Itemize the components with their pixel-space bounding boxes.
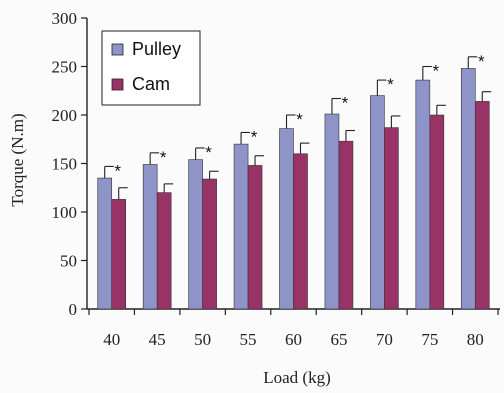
- significance-marker: *: [160, 148, 167, 167]
- bar-cam: [474, 101, 490, 310]
- bar-pulley: [97, 177, 113, 310]
- x-tick-label: 60: [285, 330, 302, 349]
- significance-marker: *: [205, 143, 212, 162]
- x-tick-label: 45: [149, 330, 166, 349]
- bar-cam: [111, 199, 127, 310]
- x-tick-label: 80: [467, 330, 484, 349]
- y-tick-label: 50: [60, 252, 77, 271]
- significance-marker: *: [296, 110, 303, 129]
- y-tick-label: 0: [69, 300, 78, 319]
- bar-pulley: [279, 128, 294, 310]
- bar-cam: [202, 178, 217, 310]
- legend: Pulley Cam: [101, 30, 201, 106]
- bar-series: * * * * * * * * *: [97, 52, 492, 310]
- x-tick-label: 65: [330, 330, 347, 349]
- legend-label-cam: Cam: [132, 74, 170, 94]
- bar-cam: [247, 165, 263, 310]
- bar-cam: [338, 140, 354, 310]
- x-tick-label: 40: [103, 330, 120, 349]
- y-tick-label: 200: [52, 106, 78, 125]
- x-tick-label: 55: [240, 330, 257, 349]
- legend-label-pulley: Pulley: [132, 39, 181, 59]
- bar-pulley: [415, 79, 431, 310]
- bar-pulley: [142, 164, 158, 310]
- x-tick-label: 70: [376, 330, 393, 349]
- bar-cam: [384, 127, 399, 310]
- y-axis: 0 50 100 150 200 250 300: [52, 9, 88, 319]
- significance-marker: *: [433, 62, 440, 81]
- bar-pulley: [370, 95, 385, 310]
- bar-pulley: [324, 113, 340, 310]
- bar-pulley: [460, 68, 476, 310]
- x-axis: 40 45 50 55 60 65 70 75 80: [87, 308, 500, 349]
- legend-box: [101, 30, 201, 106]
- y-tick-label: 250: [52, 58, 78, 77]
- y-tick-label: 300: [52, 9, 78, 28]
- legend-swatch-cam: [111, 78, 124, 91]
- significance-marker: *: [342, 94, 349, 113]
- y-axis-label: Torque (N.m): [8, 113, 27, 206]
- significance-marker: *: [114, 161, 121, 180]
- x-tick-label: 75: [421, 330, 438, 349]
- bar-cam: [156, 192, 172, 310]
- bar-pulley: [188, 159, 203, 310]
- y-tick-label: 150: [52, 155, 78, 174]
- y-tick-label: 100: [52, 203, 78, 222]
- significance-marker: *: [478, 52, 485, 71]
- bar-cam: [429, 114, 445, 310]
- bar-pulley: [233, 143, 249, 310]
- x-axis-label: Load (kg): [263, 368, 331, 387]
- significance-marker: *: [387, 75, 394, 94]
- legend-swatch-pulley: [111, 43, 124, 56]
- bar-cam: [293, 153, 308, 310]
- significance-marker: *: [251, 127, 258, 146]
- x-tick-label: 50: [194, 330, 211, 349]
